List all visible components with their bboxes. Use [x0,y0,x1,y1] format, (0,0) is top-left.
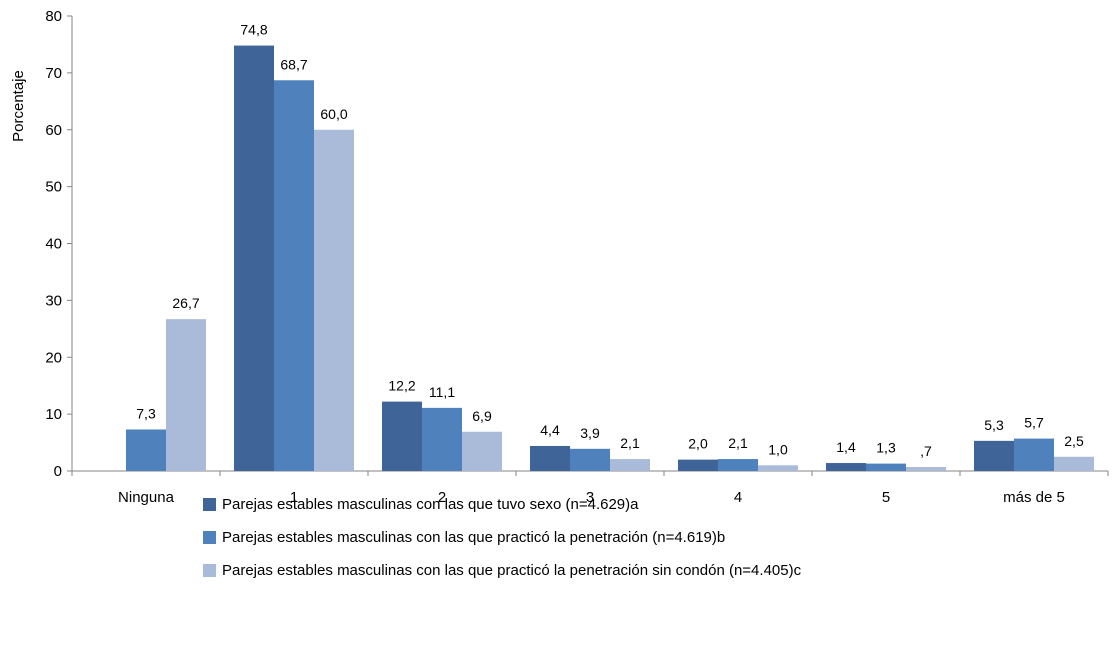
legend-swatch [203,531,216,544]
x-tick-label: 3 [586,489,594,506]
legend-swatch [203,498,216,511]
legend-label: Parejas estables masculinas con las que … [222,529,726,546]
y-tick-label: 10 [45,406,62,423]
data-label: 74,8 [240,22,267,38]
bar [462,431,502,471]
data-label: 12,2 [388,378,415,394]
data-labels: 7,3 26,7 74,8 68,7 60,0 12,2 11,1 6,9 4,4 3,9 2,1 2… [136,22,1084,459]
data-label: ,7 [920,443,932,459]
bar [974,440,1014,471]
data-label: 2,1 [620,435,640,451]
bar [906,467,946,471]
y-tick-label: 70 [45,65,62,82]
data-label: 1,4 [836,439,856,455]
data-label: 5,7 [1024,415,1044,431]
y-tick-label: 50 [45,179,62,196]
data-label: 26,7 [172,295,199,311]
y-tick-label: 60 [45,122,62,139]
bar [1014,438,1054,471]
x-tick-label: más de 5 [1003,489,1065,506]
data-label: 6,9 [472,408,492,424]
bar [758,465,798,471]
bar [166,319,206,471]
x-tick-label: 1 [290,489,298,506]
bar [530,445,570,471]
bar [678,459,718,471]
bars [126,45,1094,472]
bar [314,129,354,471]
bar [718,459,758,471]
x-tick-label: 2 [438,489,446,506]
data-label: 7,3 [136,405,156,421]
y-tick-label: 80 [45,8,62,25]
data-label: 2,5 [1064,433,1084,449]
bar [610,459,650,471]
legend-item: Parejas estables masculinas con las que … [203,496,639,513]
y-tick-label: 40 [45,236,62,253]
data-label: 3,9 [580,425,600,441]
data-label: 2,1 [728,435,748,451]
bar [422,407,462,471]
x-tick-label: 5 [882,489,890,506]
bar [382,401,422,471]
y-tick-label: 30 [45,292,62,309]
data-label: 68,7 [280,56,307,72]
data-label: 11,1 [429,384,455,400]
legend-label: Parejas estables masculinas con las que … [222,496,639,513]
y-tick-label: 20 [45,349,62,366]
data-label: 1,3 [876,440,896,456]
bar [126,429,166,471]
data-label: 1,0 [768,441,788,457]
bar [866,463,906,471]
y-axis-title: Porcentaje [10,70,27,142]
bar [234,45,274,471]
data-label: 4,4 [540,422,560,438]
x-tick-label: Ninguna [118,489,175,506]
legend-item: Parejas estables masculinas con las que … [203,529,725,546]
data-label: 5,3 [984,417,1004,433]
bar [1054,456,1094,471]
data-label: 2,0 [688,436,708,452]
legend-swatch [203,564,216,577]
bar [826,463,866,471]
bar-chart: 0 10 20 30 40 50 60 70 80 Ninguna 1 2 3 4 5 más de 5 7,… [10,8,1109,506]
bar [570,448,610,471]
x-tick-label: 4 [734,489,742,506]
y-tick-label: 0 [54,463,62,480]
legend-label: Parejas estables masculinas con las que … [222,562,802,579]
legend-item: Parejas estables masculinas con las que … [203,562,801,579]
bar [274,80,314,472]
data-label: 60,0 [320,106,347,122]
